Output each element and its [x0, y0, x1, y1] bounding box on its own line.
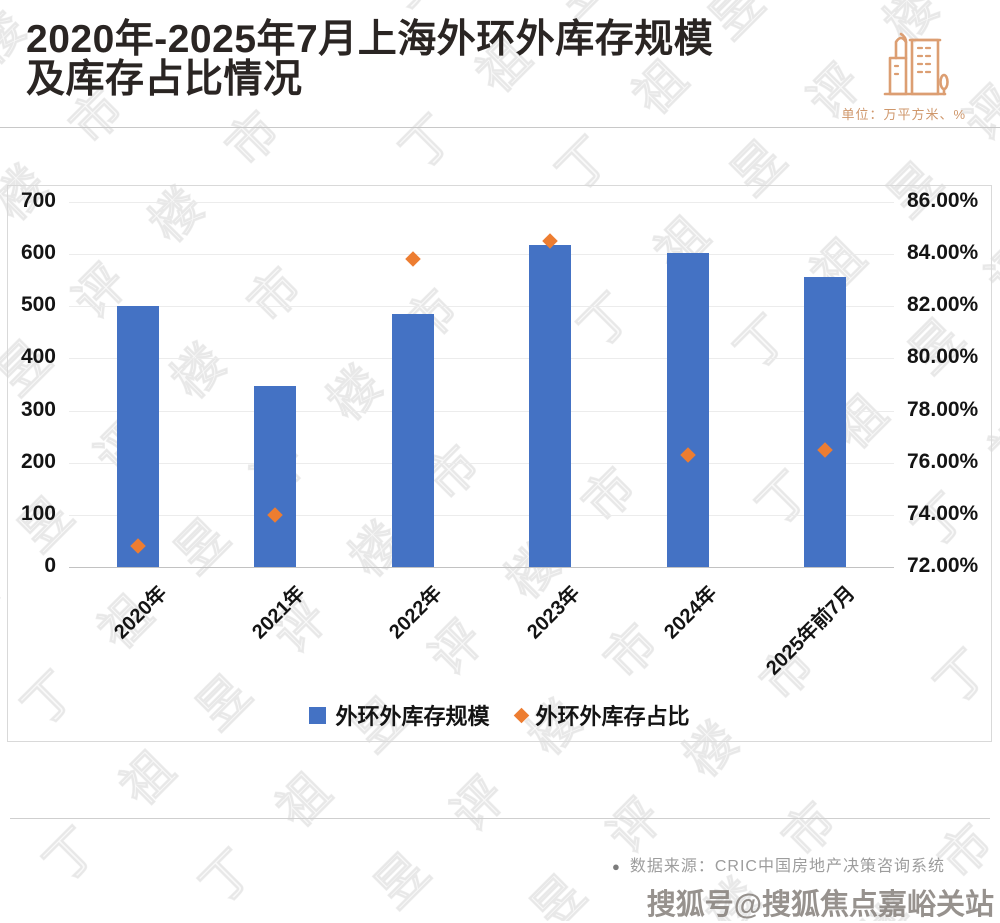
- x-axis-label-5: 2025年前7月: [761, 582, 860, 680]
- gridline: [69, 358, 894, 360]
- x-axis-label-2: 2022年: [385, 582, 447, 644]
- y-axis-tick-left: 0: [44, 554, 56, 577]
- inventory-bar-0: [116, 306, 159, 567]
- y-axis-tick-right: 72.00%: [907, 554, 979, 577]
- x-axis-label-0: 2020年: [110, 582, 172, 644]
- y-axis-tick-right: 84.00%: [907, 241, 979, 265]
- page-title: 2020年-2025年7月上海外环外库存规模 及库存占比情况: [26, 20, 713, 100]
- source-text: 数据来源：CRIC中国房地产决策咨询系统: [629, 858, 945, 875]
- x-axis-label-1: 2021年: [247, 582, 310, 644]
- legend-item-share: 外环外库存占比: [513, 699, 690, 731]
- y-axis-tick-left: 700: [20, 189, 56, 212]
- inventory-bar-2: [391, 313, 434, 567]
- y-axis-tick-right: 82.00%: [907, 293, 979, 317]
- diamond-swatch-icon: [513, 707, 529, 723]
- y-axis-tick-right: 76.00%: [907, 449, 979, 473]
- chart-legend: 外环外库存规模 外环外库存占比: [8, 699, 991, 731]
- combo-chart: 外环外库存规模 外环外库存占比 0 72.00% 100 74.00% 200 76.00…: [7, 185, 992, 742]
- page-title-line2: 及库存占比情况: [26, 58, 303, 101]
- gridline: [69, 254, 894, 256]
- data-source: ● 数据来源：CRIC中国房地产决策咨询系统: [612, 852, 945, 876]
- y-axis-tick-right: 78.00%: [907, 397, 979, 421]
- legend-label-share: 外环外库存占比: [535, 704, 690, 729]
- y-axis-tick-left: 100: [20, 501, 56, 525]
- x-axis-label-3: 2023年: [522, 582, 585, 644]
- gridline: [69, 514, 894, 516]
- y-axis-tick-left: 500: [20, 293, 56, 317]
- y-axis-tick-right: 80.00%: [907, 345, 979, 369]
- inventory-bar-3: [529, 244, 572, 567]
- y-axis-tick-right: 86.00%: [907, 189, 979, 212]
- inventory-bar-4: [666, 252, 709, 567]
- gridline: [69, 202, 894, 203]
- y-axis-tick-right: 74.00%: [907, 501, 979, 525]
- bar-swatch-icon: [309, 706, 327, 724]
- inventory-bar-5: [804, 276, 847, 567]
- footer-divider: [10, 818, 990, 819]
- source-bullet-icon: ●: [612, 859, 621, 874]
- gridline: [69, 410, 894, 412]
- y-axis-tick-left: 600: [20, 241, 56, 265]
- sohu-watermark: 搜狐号@搜狐焦点嘉峪关站: [646, 889, 994, 921]
- y-axis-tick-left: 300: [20, 397, 56, 421]
- header-divider: [0, 127, 1000, 128]
- page-title-line1: 2020年-2025年7月上海外环外库存规模: [26, 18, 714, 61]
- legend-item-inventory: 外环外库存规模: [309, 699, 490, 731]
- gridline: [69, 462, 894, 464]
- buildings-icon: [883, 32, 949, 96]
- gridline: [69, 306, 894, 308]
- x-axis-label-4: 2024年: [660, 582, 722, 644]
- y-axis-tick-left: 200: [20, 449, 56, 473]
- legend-label-inventory: 外环外库存规模: [335, 704, 490, 729]
- unit-label: 单位：万平方米、%: [841, 107, 966, 122]
- gridline: [69, 567, 894, 568]
- inventory-bar-1: [254, 385, 297, 567]
- y-axis-tick-left: 400: [20, 345, 56, 369]
